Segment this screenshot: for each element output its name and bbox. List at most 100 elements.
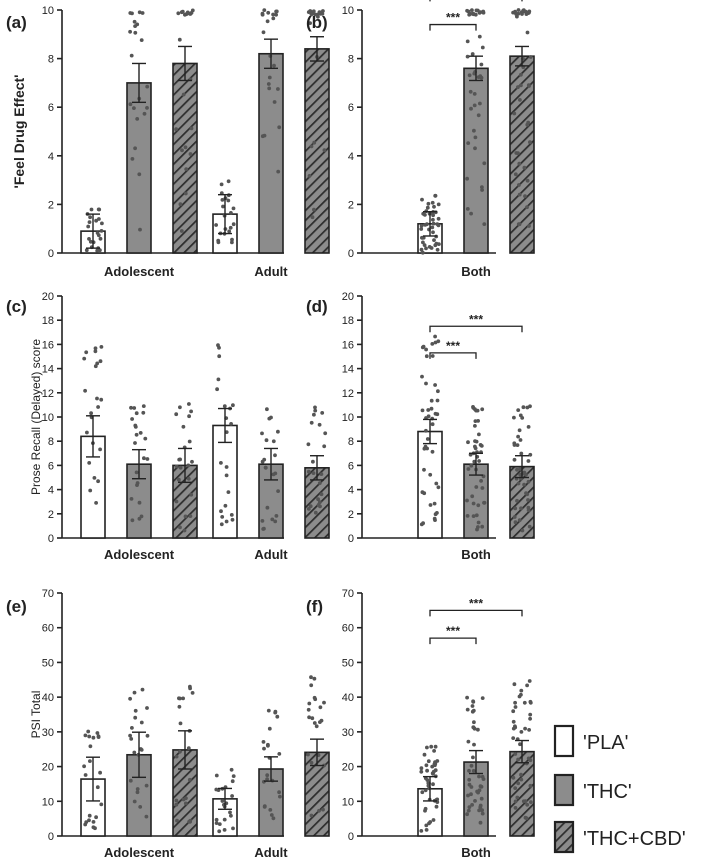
data-point [475,408,480,413]
data-point [267,75,272,80]
data-point [517,694,522,699]
data-point [513,786,518,790]
data-point [271,816,276,821]
data-point [174,798,179,803]
data-point [323,431,328,436]
bar-thc [463,761,489,837]
data-point [267,416,272,421]
data-point [431,782,435,787]
bar-thc [258,52,284,254]
data-point [186,746,191,750]
data-point [187,777,192,782]
data-point [133,441,137,445]
data-point [519,506,523,511]
data-point [129,405,133,410]
data-point [309,813,314,818]
legend-label-thccbd: 'THC+CBD' [583,828,686,850]
data-point [278,794,282,799]
data-point [430,449,435,454]
data-point [429,406,434,411]
data-point [525,802,530,807]
data-point [424,381,428,386]
category-label: Both [461,845,491,860]
data-point [433,744,438,749]
data-point [513,752,518,756]
data-point [435,412,440,417]
data-point [424,823,429,828]
data-point [310,716,315,721]
y-tick-label: 60 [42,623,54,635]
data-point [465,39,470,44]
data-point [313,408,318,413]
significance-bracket [429,325,523,333]
y-tick-label: 8 [48,436,54,448]
data-point [473,799,477,803]
data-point [307,715,311,720]
data-point [98,447,102,452]
data-point [472,71,477,76]
y-tick-label: 6 [348,460,354,472]
data-point [276,87,280,91]
data-point [139,748,144,752]
data-point [228,225,233,230]
data-point [178,696,182,701]
data-point [420,790,425,795]
bar-thc [126,82,152,254]
data-point [320,12,325,16]
data-point [466,793,470,798]
data-point [320,411,325,415]
data-point [145,106,149,110]
y-tick-label: 70 [42,588,54,600]
data-point [176,11,181,16]
data-point [313,510,318,515]
data-point [128,778,133,783]
panel-label: (a) [6,13,27,32]
data-point [94,501,98,505]
data-point [433,243,438,248]
data-point [519,10,524,15]
data-point [139,514,144,519]
data-point [231,826,235,831]
data-point [429,398,434,403]
data-point [188,686,193,691]
data-point [306,707,311,712]
data-point [467,12,472,17]
data-point [214,223,219,227]
data-point [190,459,194,464]
data-point [88,215,92,220]
data-point [527,728,531,732]
data-point [420,408,425,413]
significance-label: *** [446,624,460,638]
data-point [231,206,236,211]
data-point [309,675,313,680]
data-point [137,172,142,177]
data-point [512,111,517,116]
data-point [217,829,222,834]
data-point [132,19,137,24]
data-point [229,513,234,517]
data-point [276,169,281,174]
y-tick-label: 18 [342,315,354,327]
data-point [480,188,484,192]
data-point [276,489,280,493]
data-point [511,736,516,740]
data-point [517,428,522,433]
data-point [479,444,484,448]
data-point [469,763,474,768]
data-point [310,215,315,220]
data-point [224,430,229,434]
data-point [426,408,431,412]
data-point [482,500,486,505]
data-point [265,19,270,24]
data-point [466,141,471,146]
data-point [480,524,485,529]
data-point [188,818,193,823]
data-point [473,419,478,423]
data-point [317,481,322,485]
data-point [467,777,472,782]
data-point [184,167,189,172]
data-point [87,461,92,465]
data-point [277,125,282,130]
data-point [222,828,227,832]
category-label: Adult [254,845,288,860]
